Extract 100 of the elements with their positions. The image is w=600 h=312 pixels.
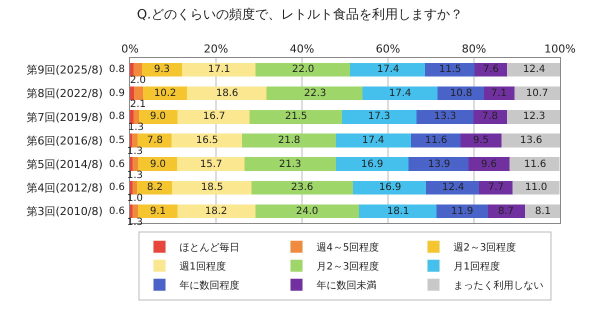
y-tick-label: 第9回(2025/8) [26, 64, 103, 77]
data-label: 18.1 [387, 206, 410, 217]
bar [250, 110, 342, 124]
data-label: 16.9 [361, 159, 384, 170]
bar [353, 180, 426, 194]
data-label: 0.5 [109, 135, 125, 146]
bar [130, 86, 134, 100]
bar [130, 204, 133, 218]
x-tick-label: 60% [376, 42, 400, 56]
chart-title: Q.どのくらいの頻度で、レトルト食品を利用しますか？ [136, 6, 464, 22]
bar [336, 157, 409, 171]
data-label: 13.6 [520, 135, 542, 146]
bar [178, 110, 250, 124]
data-label: 17.4 [377, 64, 400, 75]
data-label: 17.4 [389, 88, 412, 99]
bar [342, 110, 416, 124]
data-label: 9.0 [150, 111, 166, 122]
legend-label: 年に数回未満 [316, 280, 376, 292]
bar [362, 86, 438, 100]
data-label: 12.4 [442, 182, 464, 193]
data-label: 17.4 [362, 135, 384, 146]
data-label: 9.3 [154, 64, 170, 75]
data-label: 13.3 [434, 111, 456, 122]
data-label: 12.4 [523, 64, 546, 75]
data-label: 7.6 [483, 64, 499, 75]
data-label: 15.7 [200, 159, 222, 170]
bar [256, 62, 350, 77]
data-label: 1.0 [127, 193, 143, 204]
data-label: 0.6 [109, 206, 125, 217]
bar [460, 134, 502, 148]
data-label: 9.5 [473, 135, 489, 146]
bar [244, 157, 336, 171]
data-label: 13.9 [428, 159, 450, 170]
data-label: 8.7 [498, 206, 514, 217]
bar [177, 204, 256, 218]
data-label: 23.6 [291, 182, 314, 193]
bar [484, 86, 514, 100]
bar [130, 157, 133, 171]
bar [171, 134, 242, 148]
bar [132, 204, 138, 218]
bar [172, 180, 252, 194]
bar [138, 204, 178, 218]
data-label: 17.1 [208, 64, 230, 75]
data-label: 11.0 [525, 182, 548, 193]
bar [502, 134, 560, 148]
bar [130, 110, 134, 124]
data-label: 0.6 [109, 182, 125, 193]
data-label: 8.2 [147, 182, 163, 193]
data-label: 16.5 [196, 135, 218, 146]
bar [436, 204, 488, 218]
data-label: 21.5 [285, 111, 308, 122]
bar [134, 86, 143, 100]
data-label: 18.2 [205, 206, 228, 217]
data-label: 11.6 [425, 135, 448, 146]
bar [266, 86, 363, 100]
bar [408, 157, 468, 171]
data-label: 18.5 [201, 182, 224, 193]
y-tick-label: 第7回(2019/8) [26, 110, 103, 124]
data-label: 9.0 [150, 159, 166, 170]
bar [416, 110, 474, 124]
legend-label: ほとんど毎日 [180, 242, 240, 254]
data-label: 12.3 [523, 111, 546, 122]
legend-label: 月1回程度 [454, 260, 500, 273]
bar [139, 110, 178, 124]
data-label: 18.6 [216, 88, 238, 99]
y-tick-label: 第8回(2022/8) [26, 87, 103, 100]
data-label: 2.0 [130, 75, 146, 86]
bar [410, 134, 461, 148]
data-label: 0.6 [109, 159, 125, 170]
bar [510, 157, 560, 171]
bar [130, 62, 134, 77]
x-tick-label: 40% [290, 42, 314, 56]
bar [336, 134, 411, 148]
x-tick-label: 0% [121, 42, 139, 56]
bar [479, 180, 512, 194]
data-label: 21.8 [278, 135, 300, 146]
bar [186, 86, 267, 100]
bar [133, 110, 140, 124]
bar [132, 157, 138, 171]
legend-label: 年に数回程度 [180, 280, 240, 292]
data-label: 16.9 [379, 182, 402, 193]
y-tick-label: 第6回(2016/8) [26, 134, 103, 148]
data-label: 10.8 [450, 88, 472, 99]
data-label: 22.0 [292, 64, 314, 75]
bar [176, 157, 244, 171]
y-tick-label: 第4回(2012/8) [26, 181, 103, 194]
data-label: 1.3 [127, 170, 143, 181]
data-label: 16.7 [203, 111, 226, 122]
bar [468, 157, 510, 171]
data-label: 21.3 [279, 159, 302, 170]
legend-label: 週2～3回程度 [454, 242, 516, 254]
data-label: 24.0 [296, 206, 318, 217]
bar [132, 134, 138, 148]
data-label: 9.6 [481, 159, 497, 170]
x-tick-label: 80% [462, 42, 486, 56]
bar [133, 62, 142, 77]
data-label: 7.8 [482, 111, 498, 122]
bar [256, 204, 359, 218]
y-tick-label: 第5回(2014/8) [26, 158, 103, 171]
data-label: 7.7 [488, 182, 504, 193]
